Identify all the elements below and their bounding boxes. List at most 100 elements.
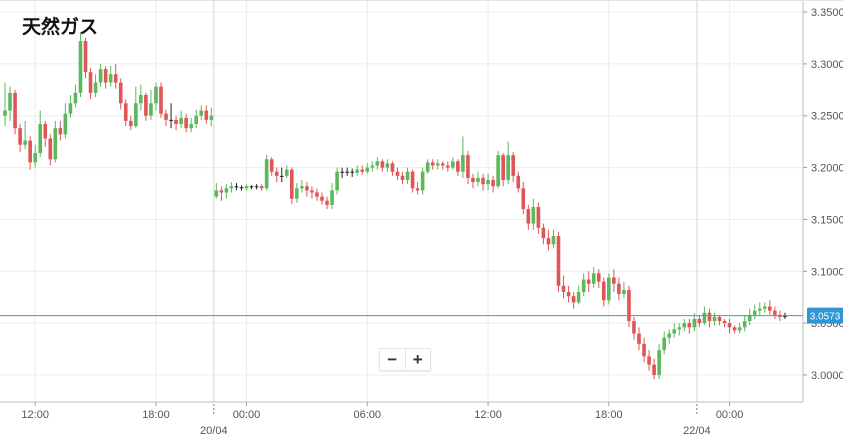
candle-body [189,124,193,129]
candle-body [224,188,229,193]
candle-body [762,306,767,309]
x-tick-label: 12:00 [474,409,502,421]
candle-body [23,140,27,145]
candle-body [345,171,349,173]
y-tick-label: 3.1500 [811,214,843,226]
candle-body [586,279,591,284]
candle-body [300,186,304,189]
candle-body [687,323,692,328]
candle-body [783,315,787,317]
candle-body [83,41,88,73]
candle-body [340,171,344,173]
candle-body [727,323,732,328]
x-tick-label: 00:00 [716,409,744,421]
candle-body [279,175,284,177]
candle-body [154,86,158,104]
candle-body [375,161,380,166]
date-label: 22/04 [683,425,711,437]
candle-body [476,177,480,183]
candle-body [622,289,626,295]
zoom-out-button[interactable]: − [387,350,398,369]
candle-body [295,188,299,199]
candle-body [350,171,355,173]
candle-body [98,69,103,83]
candle-body [415,188,420,191]
candle-body [526,209,531,224]
candle-body [204,110,209,120]
candle-body [410,171,415,189]
candle-body [169,119,173,121]
y-tick-label: 3.1000 [811,266,843,278]
candle-body [752,310,757,315]
candle-body [571,296,576,303]
candle-body [3,110,7,116]
candle-body [702,312,707,324]
candle-body [657,350,661,375]
candle-body [174,119,178,125]
candle-body [692,318,697,328]
candle-body [541,227,546,239]
candle-body [712,316,717,322]
candle-body [551,236,556,245]
candle-body [320,196,324,201]
candle-body [370,165,375,168]
candle-body [707,312,712,322]
candle-body [451,161,455,168]
candle-body [13,92,17,129]
candle-body [425,162,430,172]
candle-body [219,190,224,193]
candle-body [521,188,526,210]
candle-body [576,292,581,303]
candle-body [335,171,339,191]
zoom-in-button[interactable]: + [404,349,431,370]
candle-body [456,161,460,172]
candle-body [18,128,22,145]
candle-body [184,117,188,129]
candle-body [732,327,737,331]
candle-body [435,163,440,166]
candle-body [8,92,12,111]
current-price-tag: 3.0573 [807,307,843,324]
candle-body [179,117,183,125]
candle-body [380,161,385,168]
candle-body [194,115,199,125]
chart-title: 天然ガス [22,16,99,38]
candle-body [128,120,133,127]
candle-body [667,333,672,338]
candle-body [607,277,611,301]
candle-body [73,92,78,104]
candle-body [290,169,294,199]
candle-body [48,138,53,160]
candle-body [58,128,63,135]
current-price-label: 3.0573 [810,312,841,323]
y-tick-label: 3.3000 [811,59,843,71]
candle-body [612,277,616,284]
y-tick-label: 3.2000 [811,163,843,175]
current-price-tag-bg [807,307,843,324]
candle-body [445,165,450,168]
candle-body [325,200,329,205]
candle-body [481,177,485,185]
candle-body [244,186,249,189]
candle-body [768,306,772,311]
candle-body [511,155,516,176]
candle-body [395,171,400,176]
candle-body [234,186,239,188]
candle-body [400,175,405,181]
x-tick-label: 18:00 [595,409,623,421]
candle-body [647,356,651,365]
candle-body [747,314,752,322]
candle-body [365,167,370,172]
candle-body [617,283,621,295]
candle-body [33,153,38,163]
candle-body [259,186,264,189]
candle-body [123,103,128,121]
candle-body [249,186,254,188]
candle-body [315,192,319,197]
candle-body [113,74,118,83]
candle-body [742,321,747,328]
date-label: 20/04 [200,425,228,437]
candle-body [63,113,68,135]
